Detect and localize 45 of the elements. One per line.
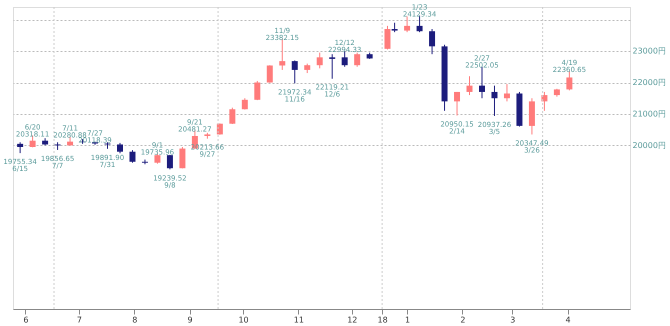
candlestick (454, 91, 460, 116)
candlestick (466, 76, 473, 96)
candlestick (404, 16, 410, 33)
candlestick (316, 52, 323, 69)
candlestick (116, 142, 123, 154)
x-tick-label: 9 (187, 316, 193, 324)
candlestick (392, 22, 398, 33)
candlestick (242, 98, 248, 110)
candlestick (354, 52, 360, 68)
candlestick (304, 63, 310, 74)
x-tick-label: 11 (294, 316, 304, 324)
x-tick-label: 4 (566, 316, 571, 324)
y-tick-label: 20000円 (632, 140, 666, 150)
candlestick (279, 38, 286, 70)
candlestick (504, 84, 510, 102)
x-tick-label: 18 (378, 316, 388, 324)
candlestick (179, 146, 186, 169)
candlestick (384, 25, 390, 50)
candlestick (491, 85, 498, 116)
candlestick (416, 15, 423, 33)
x-tick-label: 6 (23, 316, 29, 324)
y-tick-label: 23000円 (632, 46, 666, 56)
y-tick-label: 22000円 (632, 78, 666, 87)
x-tick-label: 1 (405, 316, 410, 324)
candlestick (254, 80, 260, 101)
candlestick (292, 60, 298, 84)
candlestick (478, 66, 485, 99)
candlestick (154, 153, 160, 164)
candlestick (229, 107, 236, 125)
candlestick (566, 70, 572, 91)
candlestick (166, 154, 173, 170)
x-tick-label: 8 (132, 316, 138, 324)
candlestick (429, 28, 436, 55)
x-tick-label: 3 (510, 316, 516, 324)
candlestick (266, 64, 273, 84)
x-tick-label: 12 (347, 316, 358, 324)
y-tick-label: 21000円 (632, 109, 666, 118)
candlestick (17, 142, 24, 154)
x-tick-label: 2 (460, 316, 466, 324)
x-tick-label: 10 (238, 316, 249, 324)
x-tick-label: 7 (76, 316, 82, 324)
candlestick (329, 54, 336, 80)
candlestick (541, 91, 548, 112)
candlestick (129, 150, 136, 164)
candlestick (342, 50, 348, 68)
